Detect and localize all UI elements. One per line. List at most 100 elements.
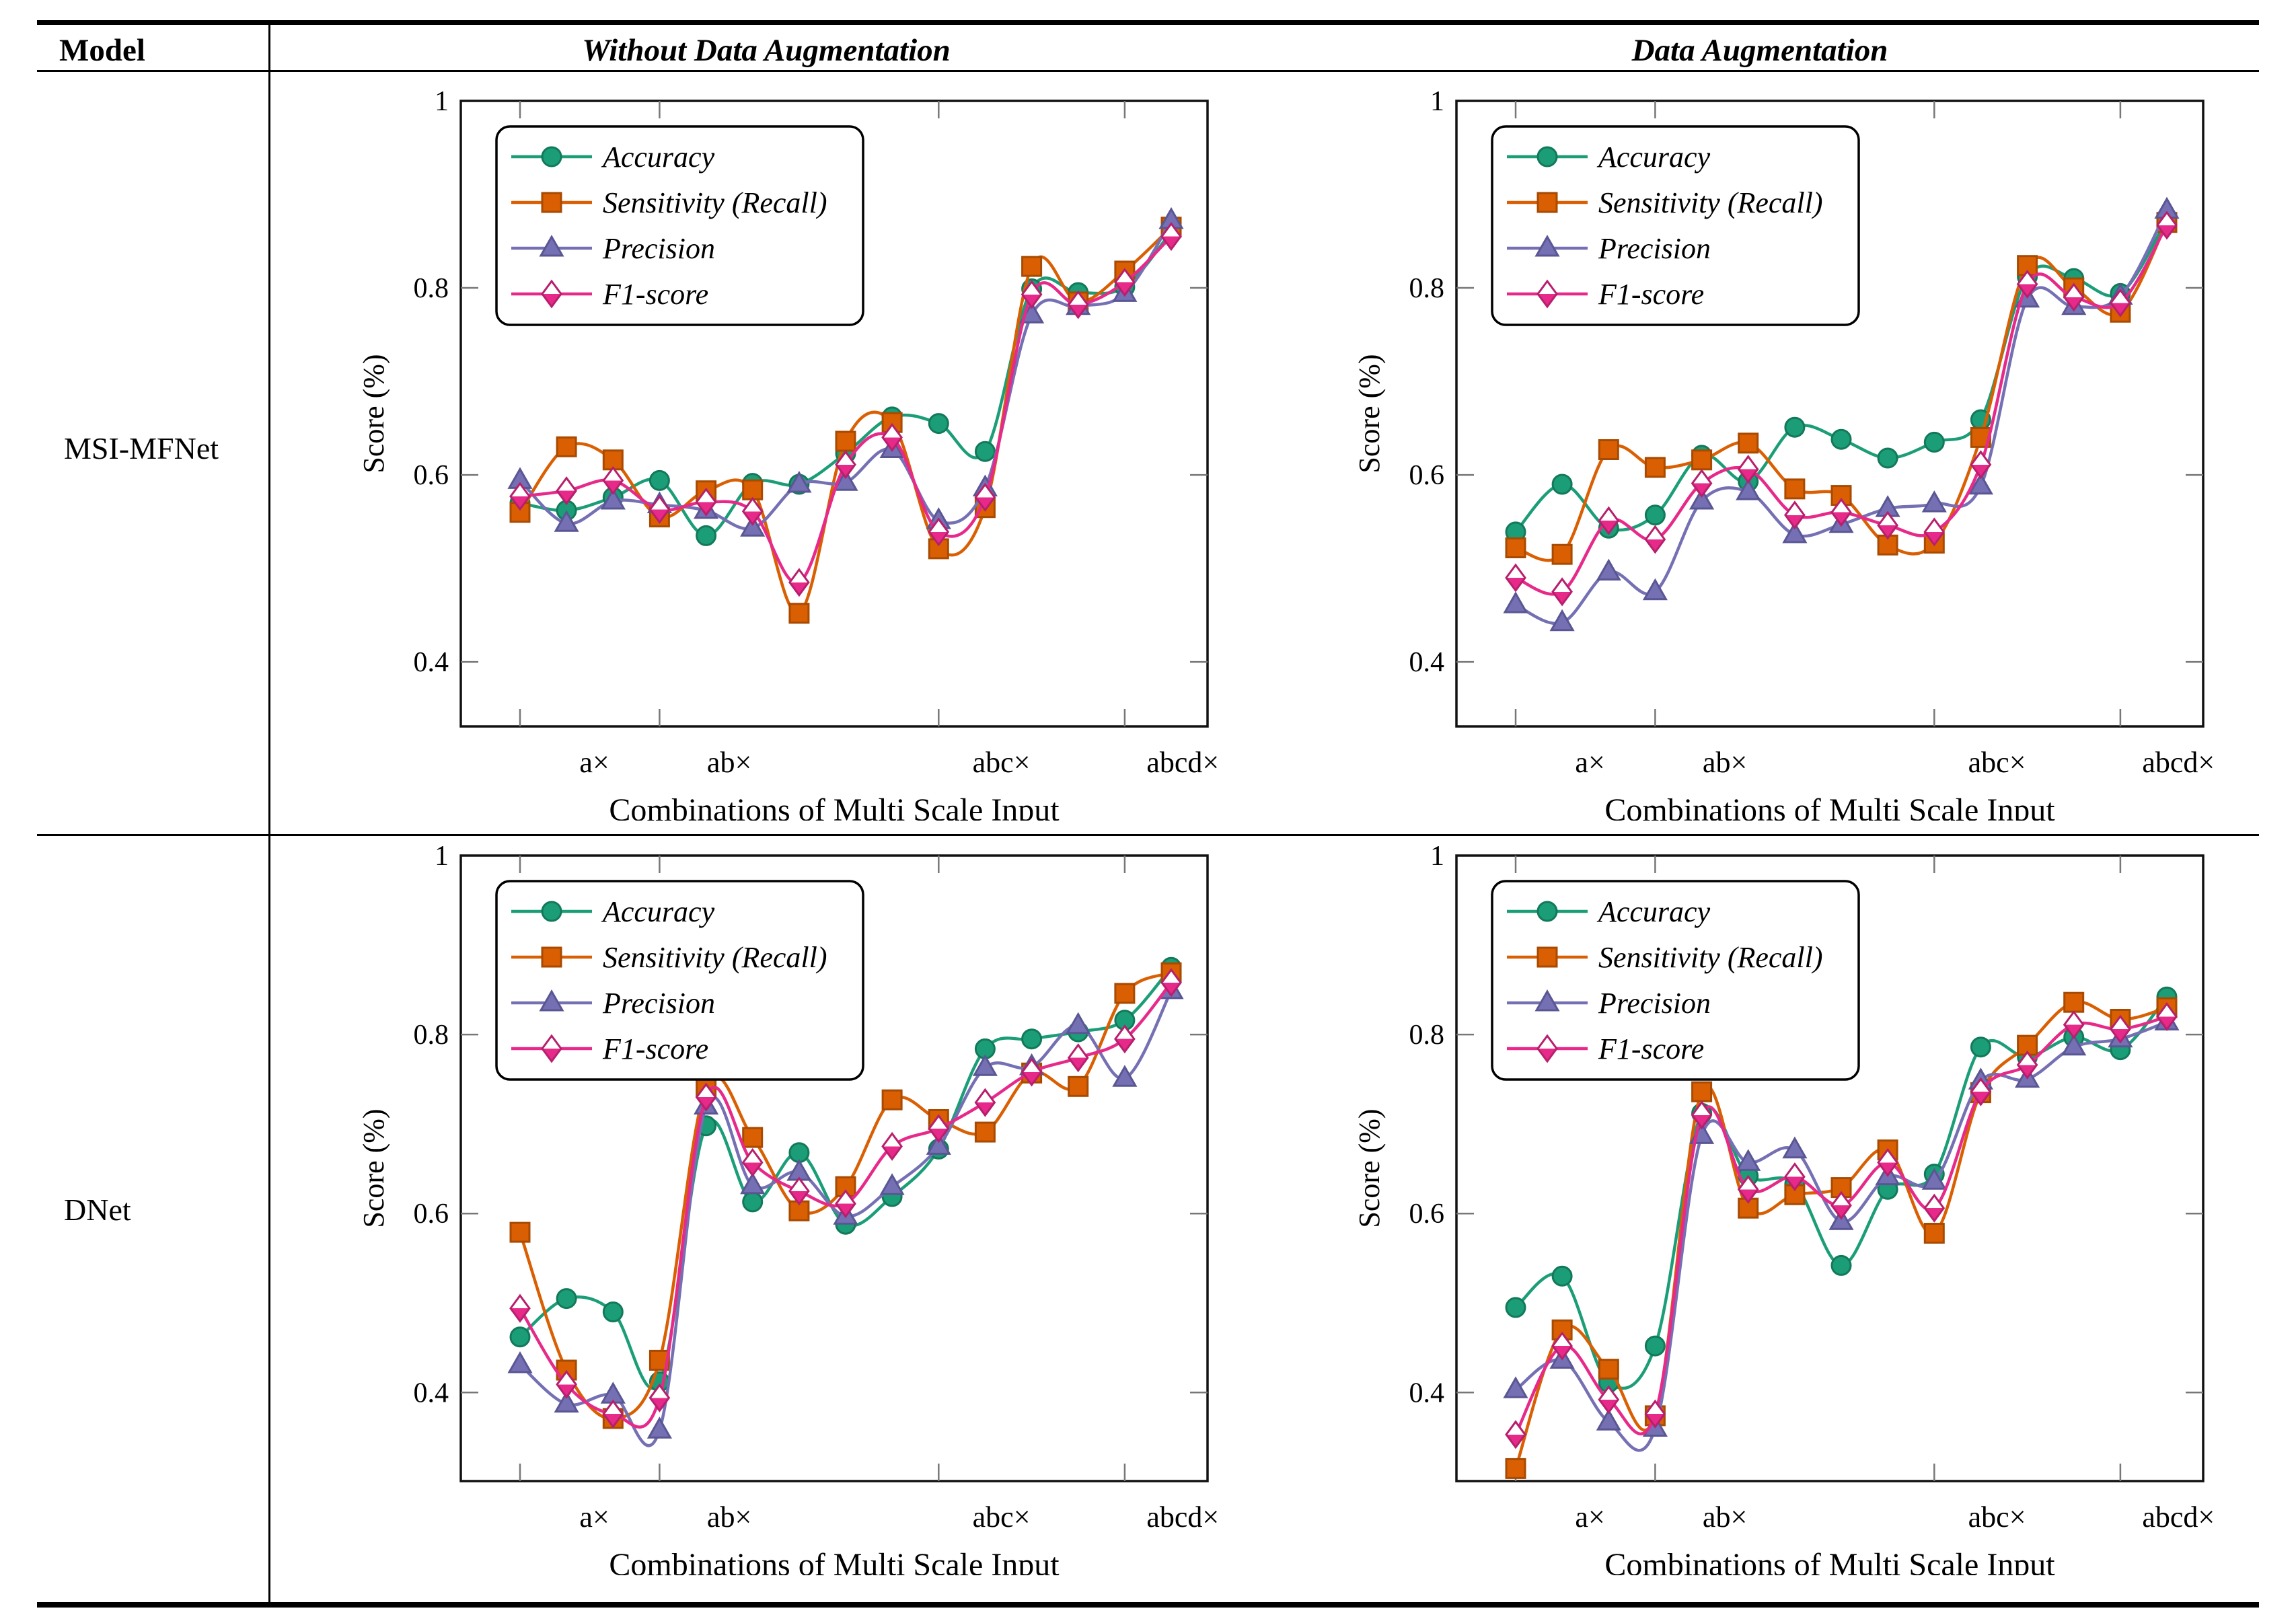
legend-label-accuracy: Accuracy (1596, 141, 1711, 174)
marker-triangle (1782, 1136, 1808, 1159)
marker-square (541, 192, 562, 213)
y-tick-label: 0.4 (414, 1377, 449, 1408)
marker-diamond (1536, 279, 1558, 309)
marker-diamond (1598, 1385, 1620, 1414)
plot-border (459, 854, 1209, 1482)
column-header-model: Model (59, 33, 145, 68)
y-tick-label: 0.4 (1409, 647, 1445, 678)
marker-circle (1644, 1335, 1666, 1357)
y-tick-label: 1 (435, 86, 449, 117)
y-axis-label: Score (%) (1353, 1108, 1386, 1228)
marker-diamond (695, 487, 717, 517)
legend-box (495, 125, 864, 326)
legend-box (495, 880, 864, 1081)
plot-svg: 1 0.8 0.6 0.4 a× ab× abc× abcd× Combinations of … (357, 841, 1219, 1583)
marker-diamond (1830, 498, 1852, 527)
marker-circle (696, 525, 717, 546)
marker-circle (602, 1301, 624, 1322)
marker-circle (742, 1191, 764, 1213)
marker-square (1068, 1075, 1089, 1097)
marker-square (742, 479, 764, 500)
marker-triangle (1782, 521, 1808, 543)
x-tick-label: abc× (973, 1501, 1031, 1534)
y-tick-label: 0.6 (414, 1199, 449, 1230)
marker-circle (509, 1326, 531, 1348)
marker-square (1536, 192, 1558, 213)
marker-triangle (926, 1133, 951, 1155)
marker-diamond (2156, 211, 2178, 240)
legend-label-accuracy: Accuracy (601, 141, 715, 174)
marker-triangle (1736, 478, 1761, 500)
x-axis-label: Combinations of Multi Scale Input (1604, 1547, 2055, 1575)
marker-diamond (1598, 506, 1620, 535)
series-precision-line (1515, 209, 2168, 626)
marker-circle (1536, 146, 1558, 167)
series-accuracy-line (519, 231, 1173, 537)
legend: Accuracy Sensitivity (Recall) Precision F1-… (495, 880, 864, 1081)
marker-diamond (1644, 525, 1666, 554)
marker-diamond (1505, 1420, 1526, 1449)
legend-label-f1-score: F1-score (602, 1032, 708, 1065)
marker-diamond (509, 482, 531, 511)
marker-diamond (1784, 1162, 1806, 1192)
table-header-rule (37, 70, 2259, 72)
x-tick-label: a× (579, 746, 609, 779)
marker-circle (1644, 504, 1666, 526)
x-tick-label: abcd× (1146, 1501, 1219, 1534)
x-tick-label: ab× (1703, 1501, 1747, 1534)
marker-square (1551, 543, 1573, 565)
marker-triangle (740, 1172, 766, 1195)
marker-diamond (974, 482, 996, 512)
legend-label-accuracy: Accuracy (601, 895, 715, 928)
marker-diamond (1737, 455, 1759, 484)
marker-square (1738, 432, 1759, 454)
x-tick-label: abcd× (1146, 746, 1219, 779)
series-precision-line (519, 219, 1173, 531)
marker-diamond (602, 1399, 624, 1429)
y-axis-label: Score (%) (357, 354, 390, 473)
marker-square (1114, 983, 1136, 1004)
marker-diamond (2063, 1010, 2085, 1040)
marker-triangle (554, 1390, 579, 1413)
marker-square (1784, 478, 1806, 500)
legend: Accuracy Sensitivity (Recall) Precision F1-… (495, 125, 864, 326)
marker-diamond (1691, 469, 1713, 498)
marker-circle (1830, 428, 1852, 450)
marker-square (1505, 537, 1526, 558)
marker-triangle (1596, 558, 1621, 581)
legend-label-f1-score: F1-score (1598, 1032, 1704, 1065)
marker-circle (1830, 1254, 1852, 1276)
y-tick-label: 1 (435, 841, 449, 872)
x-tick-label: ab× (707, 1501, 751, 1534)
plot-border (1455, 100, 2205, 728)
marker-diamond (649, 494, 671, 525)
column-header-da: Data Augmentation (1631, 33, 1888, 68)
marker-diamond (1877, 511, 1898, 540)
marker-triangle (646, 1417, 672, 1439)
plot-border (1455, 854, 2205, 1482)
marker-diamond (1067, 1043, 1089, 1073)
marker-circle (556, 1288, 577, 1310)
y-tick-label: 1 (1430, 86, 1444, 117)
marker-diamond (1021, 280, 1043, 309)
marker-diamond (1784, 500, 1806, 530)
y-tick-label: 0.4 (1409, 1377, 1445, 1408)
x-axis-label: Combinations of Multi Scale Input (609, 1547, 1060, 1575)
marker-diamond (1970, 450, 1992, 480)
marker-triangle (879, 1173, 905, 1195)
marker-diamond (1021, 1057, 1043, 1087)
marker-square (541, 946, 562, 968)
legend: Accuracy Sensitivity (Recall) Precision F1-… (1491, 125, 1860, 326)
marker-diamond (1737, 1174, 1759, 1204)
marker-diamond (2110, 288, 2131, 317)
y-tick-label: 0.6 (1409, 1199, 1445, 1230)
marker-square (742, 1127, 764, 1148)
legend-box (1491, 880, 1860, 1081)
marker-triangle (1736, 1149, 1761, 1171)
legend-label-f1-score: F1-score (602, 278, 708, 311)
marker-diamond (2016, 1050, 2038, 1080)
marker-square (1970, 426, 1991, 448)
series-sensitivity-recall-line (1515, 221, 2169, 562)
legend-label-sensitivity-recall: Sensitivity (Recall) (603, 941, 827, 974)
marker-diamond (788, 1176, 810, 1206)
